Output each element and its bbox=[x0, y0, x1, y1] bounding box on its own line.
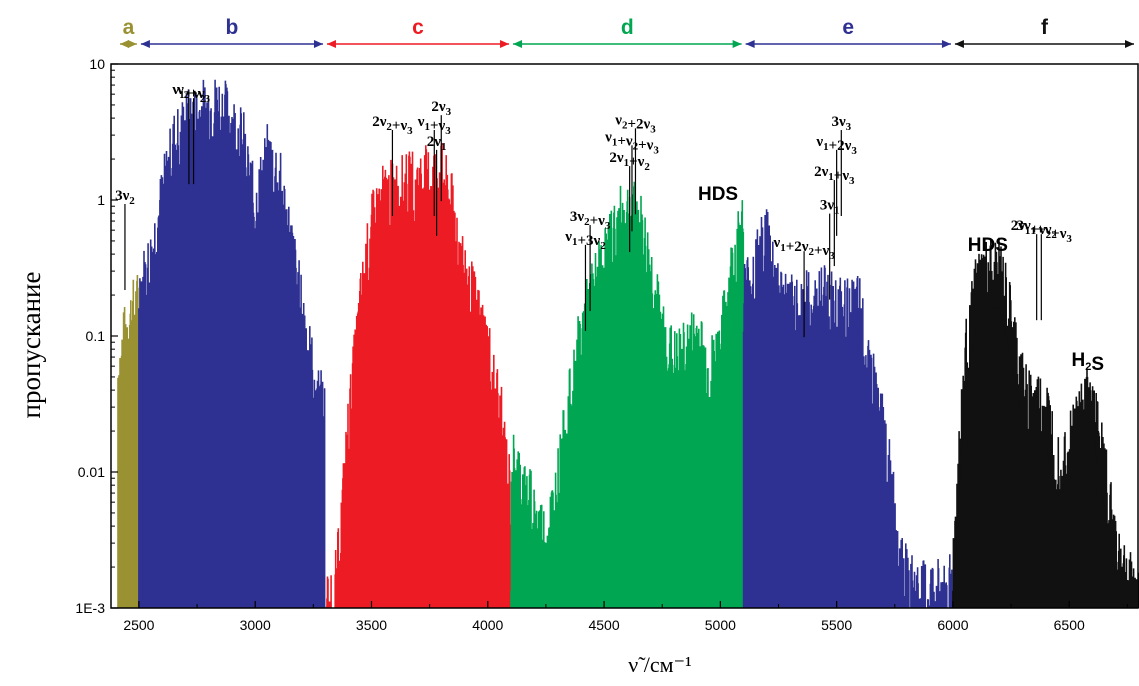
annotation-20: 2ν1+ν2+ν3 bbox=[1011, 218, 1073, 321]
y-tick-label-0.1: 0.1 bbox=[86, 328, 106, 344]
annotation-7: ν2+2ν3 bbox=[614, 112, 656, 215]
annotation-label-10: 3ν2+ν3 bbox=[570, 209, 611, 232]
annotation-17: 3ν3 bbox=[831, 114, 852, 217]
y-tick-label-1E-3: 1E-3 bbox=[75, 600, 105, 616]
annotation-2: 3ν2 bbox=[115, 188, 135, 290]
annotation-label-6: 2ν3 bbox=[431, 99, 451, 118]
annotation-3: 2ν2+ν3 bbox=[372, 114, 413, 217]
annotation-16: ν1+2ν3 bbox=[815, 134, 857, 236]
annotation-label-16: ν1+2ν3 bbox=[815, 134, 857, 157]
region-e-arrow-right bbox=[941, 40, 951, 48]
region-c-label: c bbox=[412, 16, 424, 39]
y-tick-label-1: 1 bbox=[97, 192, 105, 208]
series-b bbox=[138, 79, 326, 608]
series-c-area bbox=[325, 211, 511, 608]
region-f: f bbox=[954, 16, 1134, 48]
annotation-label-3: 2ν2+ν3 bbox=[372, 114, 413, 137]
annotation-11: ν1+3ν2 bbox=[564, 229, 606, 331]
region-d-label: d bbox=[621, 16, 634, 39]
region-c-arrow-right bbox=[500, 40, 510, 48]
annotation-6: 2ν3 bbox=[431, 99, 452, 202]
annotation-label-8: ν1+ν2+ν3 bbox=[604, 129, 659, 156]
x-tick-label-3500: 3500 bbox=[356, 617, 387, 633]
region-c-arrow-left bbox=[326, 40, 336, 48]
annotation-0: ν1+ν2 bbox=[171, 82, 206, 185]
series-d bbox=[510, 181, 745, 608]
region-a: a bbox=[119, 16, 137, 48]
region-b-arrow-left bbox=[140, 40, 150, 48]
region-a-label: a bbox=[123, 16, 135, 39]
annotation-label-21: H2S bbox=[1072, 350, 1105, 375]
x-tick-label-5500: 5500 bbox=[821, 617, 852, 633]
annotation-18: HDS bbox=[968, 235, 1008, 256]
y-tick-label-0.01: 0.01 bbox=[78, 464, 105, 480]
annotation-21: H2S bbox=[1072, 350, 1105, 375]
region-a-arrow-right bbox=[127, 40, 137, 48]
region-b-label: b bbox=[226, 16, 239, 39]
series-e-area bbox=[743, 270, 953, 608]
x-tick-label-6000: 6000 bbox=[937, 617, 968, 633]
annotation-label-11: ν1+3ν2 bbox=[564, 229, 606, 252]
annotation-label-9: 2ν1+ν2 bbox=[609, 150, 650, 173]
annotation-13: ν1+2ν2+ν3 bbox=[772, 235, 835, 338]
annotation-label-19: 3ν1+ν2 bbox=[1016, 218, 1057, 241]
y-tick-label-10: 10 bbox=[89, 56, 105, 72]
region-e-arrow-left bbox=[745, 40, 755, 48]
annotation-label-2: 3ν2 bbox=[115, 188, 135, 207]
x-tick-label-5000: 5000 bbox=[705, 617, 736, 633]
region-d: d bbox=[513, 16, 742, 48]
x-tick-label-3000: 3000 bbox=[240, 617, 271, 633]
annotation-1: ν2+ν3 bbox=[176, 82, 211, 185]
series-f bbox=[952, 237, 1139, 608]
series-c bbox=[325, 143, 512, 608]
annotation-label-13: ν1+2ν2+ν3 bbox=[772, 235, 835, 262]
x-tick-label-2500: 2500 bbox=[123, 617, 154, 633]
series-a-area bbox=[118, 340, 139, 608]
annotation-10: 3ν2+ν3 bbox=[570, 209, 611, 312]
series-b-area bbox=[138, 142, 325, 608]
series-layer bbox=[117, 79, 1139, 608]
axes: 2500 3000 3500 4000 4500 5000 5500 6000 6500 1E-3… bbox=[75, 56, 1139, 633]
annotation-label-12: HDS bbox=[698, 184, 738, 205]
x-tick-label-6500: 6500 bbox=[1054, 617, 1085, 633]
annotation-label-5: 2ν1 bbox=[427, 134, 447, 153]
region-d-arrow-right bbox=[732, 40, 742, 48]
annotation-9: 2ν1+ν2 bbox=[609, 150, 650, 253]
region-b: b bbox=[140, 16, 323, 48]
annotation-label-7: ν2+2ν3 bbox=[614, 112, 656, 135]
series-e bbox=[742, 209, 954, 608]
x-tick-label-4000: 4000 bbox=[472, 617, 503, 633]
annotation-label-18: HDS bbox=[968, 235, 1008, 256]
region-b-arrow-right bbox=[313, 40, 323, 48]
region-f-arrow-right bbox=[1125, 40, 1134, 48]
x-axis-title: ν̃ /см⁻¹ bbox=[628, 652, 691, 677]
x-tick-label-4500: 4500 bbox=[588, 617, 619, 633]
region-arrows: a b c d e f bbox=[119, 16, 1134, 48]
y-axis-title: пропускание bbox=[16, 272, 46, 419]
series-f-area bbox=[952, 306, 1139, 608]
annotation-label-17: 3ν3 bbox=[831, 114, 851, 133]
region-e-label: e bbox=[842, 16, 854, 39]
region-f-arrow-left bbox=[954, 40, 964, 48]
annotation-5: 2ν1 bbox=[427, 134, 447, 236]
region-a-arrow-left bbox=[119, 40, 129, 48]
region-c: c bbox=[326, 16, 510, 48]
series-d-area bbox=[511, 248, 744, 608]
annotation-19: 3ν1+ν2 bbox=[1016, 218, 1057, 321]
region-f-label: f bbox=[1041, 16, 1049, 39]
series-a bbox=[117, 275, 140, 608]
annotation-label-15: 2ν1+ν3 bbox=[814, 164, 855, 187]
annotation-8: ν1+ν2+ν3 bbox=[604, 129, 659, 232]
annotations: ν1+ν2ν2+ν33ν22ν2+ν3ν1+ν32ν12ν3ν2+2ν3ν1+ν… bbox=[115, 82, 1104, 375]
annotation-label-0: ν1+ν2 bbox=[171, 82, 205, 105]
annotation-15: 2ν1+ν3 bbox=[814, 164, 855, 267]
annotation-12: HDS bbox=[698, 184, 738, 205]
annotation-label-1: ν2+ν3 bbox=[176, 82, 210, 105]
region-d-arrow-left bbox=[513, 40, 523, 48]
region-e: e bbox=[745, 16, 951, 48]
annotation-label-20: 2ν1+ν2+ν3 bbox=[1011, 218, 1073, 245]
